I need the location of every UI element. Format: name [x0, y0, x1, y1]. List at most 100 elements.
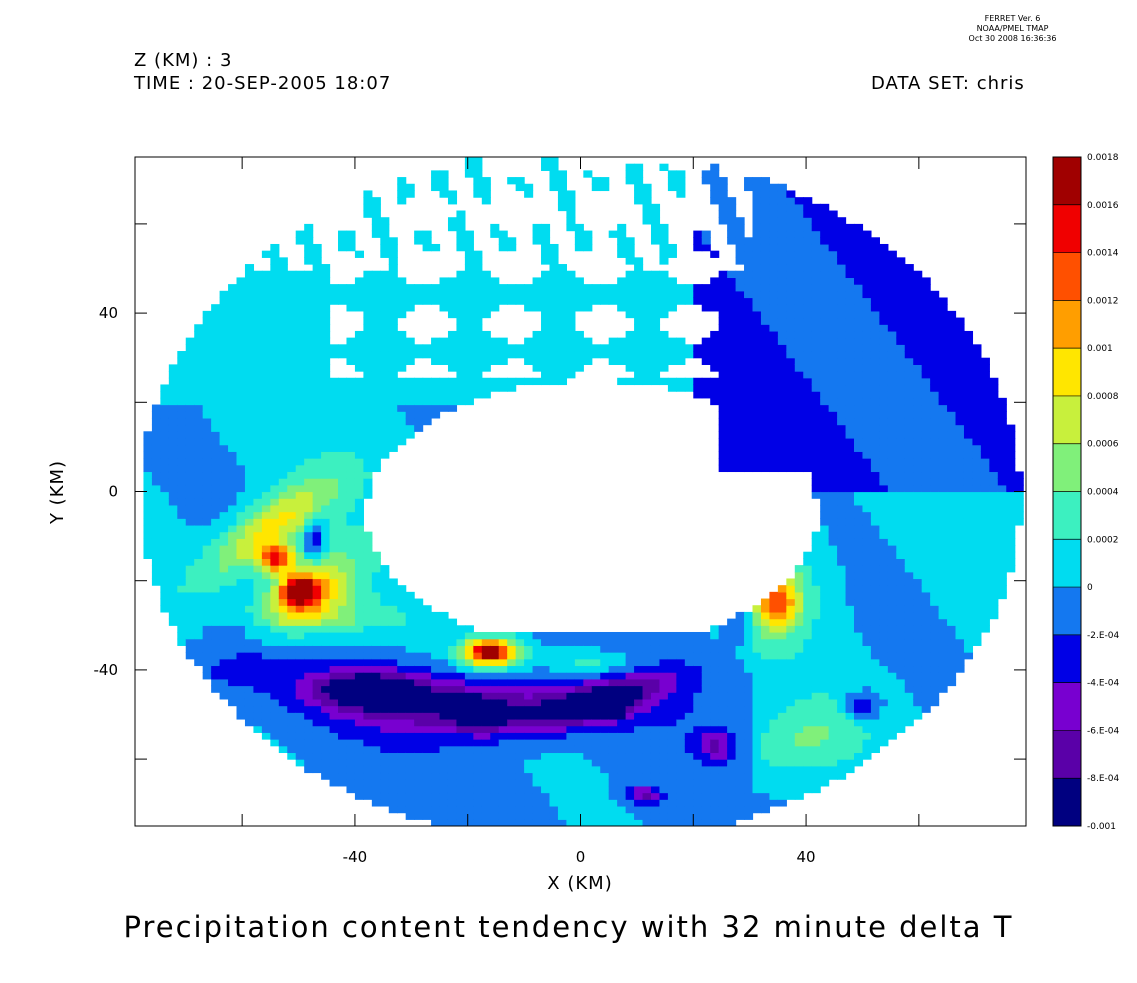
heatmap-cell: [236, 585, 246, 593]
heatmap-cell: [820, 705, 830, 713]
heatmap-cell: [727, 678, 737, 687]
heatmap-cell: [760, 377, 771, 386]
heatmap-cell: [270, 411, 280, 419]
heatmap-cell: [278, 377, 288, 386]
heatmap-cell: [498, 718, 508, 727]
heatmap-cell: [507, 645, 517, 653]
heatmap-cell: [405, 658, 415, 667]
heatmap-cell: [456, 805, 466, 814]
heatmap-cell: [811, 605, 821, 613]
heatmap-cell: [786, 310, 796, 319]
heatmap-cell: [202, 324, 212, 332]
heatmap-cell: [295, 625, 305, 633]
heatmap-cell: [278, 270, 288, 279]
heatmap-cell: [744, 377, 754, 386]
heatmap-cell: [194, 451, 204, 459]
heatmap-cell: [769, 197, 779, 205]
heatmap-cell: [625, 665, 635, 673]
heatmap-cell: [524, 183, 534, 192]
heatmap-cell: [532, 718, 542, 727]
heatmap-cell: [473, 377, 483, 386]
heatmap-cell: [811, 237, 821, 245]
heatmap-cell: [312, 451, 322, 459]
heatmap-cell: [854, 377, 864, 386]
heatmap-cell: [650, 330, 661, 339]
heatmap-cell: [405, 739, 415, 747]
heatmap-cell: [837, 672, 847, 680]
heatmap-cell: [532, 638, 542, 646]
heatmap-cell: [490, 739, 500, 747]
heatmap-cell: [600, 665, 610, 673]
heatmap-cell: [777, 371, 787, 379]
heatmap-cell: [228, 578, 238, 586]
heatmap-cell: [304, 330, 314, 339]
heatmap-cell: [244, 284, 255, 292]
heatmap-cell: [194, 371, 204, 379]
heatmap-cell: [464, 819, 474, 826]
heatmap-cell: [803, 712, 813, 720]
heatmap-cell: [515, 672, 525, 680]
heatmap-cell: [752, 177, 762, 185]
heatmap-cell: [777, 451, 787, 459]
heatmap-cell: [617, 739, 627, 747]
heatmap-cell: [354, 698, 364, 707]
heatmap-cell: [253, 391, 263, 399]
heatmap-cell: [684, 678, 694, 687]
heatmap-cell: [541, 317, 551, 325]
heatmap-cell: [549, 170, 559, 178]
heatmap-cell: [794, 257, 804, 265]
heatmap-cell: [397, 712, 407, 720]
heatmap-cell: [185, 551, 195, 559]
heatmap-cell: [304, 585, 314, 593]
heatmap-cell: [363, 344, 373, 352]
heatmap-cell: [752, 799, 762, 807]
heatmap-cell: [329, 759, 339, 767]
heatmap-cell: [270, 625, 280, 633]
heatmap-cell: [261, 344, 271, 352]
heatmap-cell: [591, 759, 601, 767]
heatmap-cell: [431, 384, 441, 392]
heatmap-cell: [667, 739, 677, 747]
heatmap-cell: [498, 638, 508, 646]
heatmap-cell: [642, 270, 652, 279]
heatmap-cell: [786, 210, 796, 218]
heatmap-cell: [566, 210, 576, 218]
heatmap-cell: [270, 551, 280, 559]
heatmap-cell: [541, 157, 551, 165]
heatmap-cell: [414, 692, 424, 700]
heatmap-cell: [388, 732, 398, 740]
heatmap-cell: [803, 672, 813, 680]
heatmap-cell: [710, 658, 720, 667]
heatmap-cell: [380, 357, 390, 365]
heatmap-cell: [794, 571, 804, 580]
heatmap-cell: [278, 384, 288, 392]
heatmap-cell: [845, 344, 855, 352]
heatmap-cell: [439, 672, 449, 680]
heatmap-cell: [659, 779, 669, 787]
heatmap-cell: [507, 384, 517, 392]
heatmap-cell: [667, 243, 677, 252]
heatmap-cell: [160, 504, 170, 513]
heatmap-cell: [845, 685, 855, 693]
heatmap-cell: [845, 705, 855, 713]
heatmap-cell: [786, 591, 796, 600]
heatmap-cell: [456, 698, 466, 707]
heatmap-cell: [287, 591, 297, 600]
heatmap-cell: [828, 237, 838, 245]
heatmap-cell: [667, 377, 677, 386]
heatmap-cell: [295, 545, 305, 553]
heatmap-cell: [515, 377, 525, 386]
heatmap-cell: [549, 250, 559, 258]
heatmap-cell: [202, 638, 212, 646]
heatmap-cell: [727, 223, 737, 232]
heatmap-cell: [354, 304, 364, 312]
heatmap-cell: [371, 230, 381, 238]
heatmap-cell: [261, 424, 271, 432]
heatmap-cell: [769, 779, 779, 787]
heatmap-cell: [498, 384, 508, 392]
heatmap-cell: [566, 658, 576, 667]
heatmap-cell: [820, 304, 830, 312]
heatmap-cell: [422, 645, 432, 653]
heatmap-cell: [380, 217, 390, 225]
heatmap-cell: [583, 652, 593, 660]
